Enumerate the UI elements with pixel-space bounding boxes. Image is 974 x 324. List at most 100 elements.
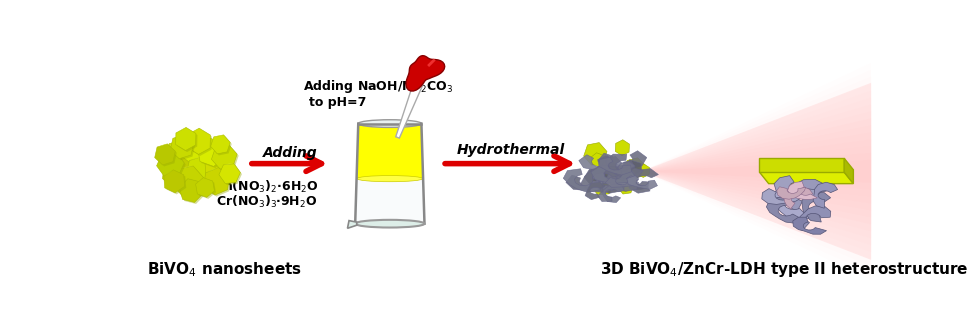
Polygon shape: [204, 168, 229, 195]
Polygon shape: [629, 169, 658, 193]
Polygon shape: [170, 135, 194, 159]
Polygon shape: [585, 182, 605, 200]
Polygon shape: [395, 69, 428, 138]
Polygon shape: [642, 146, 871, 197]
Polygon shape: [181, 180, 205, 204]
Polygon shape: [844, 158, 853, 184]
Polygon shape: [197, 179, 216, 199]
Polygon shape: [616, 162, 635, 181]
Text: Adding: Adding: [262, 146, 318, 160]
Polygon shape: [793, 217, 827, 234]
Polygon shape: [155, 144, 175, 165]
Polygon shape: [219, 164, 241, 183]
Polygon shape: [158, 153, 186, 179]
Polygon shape: [788, 181, 817, 199]
Polygon shape: [206, 169, 231, 197]
Polygon shape: [598, 156, 635, 172]
Polygon shape: [624, 158, 646, 179]
Polygon shape: [189, 155, 207, 161]
Polygon shape: [172, 166, 204, 197]
Polygon shape: [802, 191, 831, 222]
Polygon shape: [212, 136, 232, 156]
Polygon shape: [642, 83, 871, 260]
Polygon shape: [163, 152, 176, 153]
Polygon shape: [772, 186, 809, 220]
Polygon shape: [618, 179, 634, 194]
Polygon shape: [183, 135, 201, 137]
Polygon shape: [767, 197, 805, 223]
Polygon shape: [156, 145, 177, 167]
Polygon shape: [198, 138, 225, 167]
Polygon shape: [157, 152, 184, 177]
Polygon shape: [187, 128, 210, 154]
Polygon shape: [591, 166, 635, 183]
Polygon shape: [762, 189, 804, 204]
Polygon shape: [356, 123, 423, 179]
Polygon shape: [813, 182, 838, 208]
Polygon shape: [223, 164, 234, 165]
Polygon shape: [584, 168, 626, 193]
Polygon shape: [205, 155, 233, 185]
Text: Hydrothermal: Hydrothermal: [457, 143, 565, 157]
Polygon shape: [563, 169, 603, 192]
Polygon shape: [606, 171, 639, 191]
Text: 3D BiVO$_4$/ZnCr-LDH type II heterostructure: 3D BiVO$_4$/ZnCr-LDH type II heterostruc…: [600, 260, 968, 279]
Ellipse shape: [356, 220, 425, 227]
Polygon shape: [602, 160, 642, 181]
Polygon shape: [348, 221, 356, 228]
Polygon shape: [165, 155, 180, 162]
Polygon shape: [196, 178, 214, 197]
Polygon shape: [192, 142, 209, 152]
Polygon shape: [598, 184, 624, 202]
Polygon shape: [215, 144, 229, 147]
Polygon shape: [617, 172, 636, 192]
Polygon shape: [600, 185, 620, 202]
Polygon shape: [196, 178, 204, 184]
Text: Zn(NO$_3$)$_2$·6H$_2$O: Zn(NO$_3$)$_2$·6H$_2$O: [214, 179, 318, 195]
Polygon shape: [776, 187, 805, 199]
Polygon shape: [179, 179, 188, 188]
Polygon shape: [164, 141, 206, 182]
Polygon shape: [177, 129, 198, 152]
Polygon shape: [786, 179, 826, 211]
Polygon shape: [591, 174, 614, 195]
Polygon shape: [176, 127, 186, 133]
Polygon shape: [199, 139, 227, 168]
Polygon shape: [189, 130, 212, 156]
Polygon shape: [642, 139, 871, 204]
Polygon shape: [599, 157, 631, 175]
Text: Adding NaOH/Na$_2$CO$_3$: Adding NaOH/Na$_2$CO$_3$: [303, 78, 453, 95]
Polygon shape: [163, 139, 205, 180]
Ellipse shape: [358, 120, 422, 127]
Polygon shape: [164, 157, 195, 191]
Polygon shape: [220, 165, 242, 185]
Polygon shape: [187, 156, 223, 194]
Polygon shape: [214, 135, 224, 137]
Polygon shape: [642, 160, 871, 183]
Polygon shape: [581, 165, 623, 192]
Polygon shape: [797, 206, 831, 230]
Polygon shape: [166, 171, 186, 194]
Polygon shape: [606, 154, 643, 179]
Polygon shape: [198, 138, 208, 147]
Polygon shape: [213, 146, 239, 171]
Polygon shape: [606, 176, 638, 187]
Polygon shape: [579, 155, 621, 170]
Polygon shape: [185, 155, 222, 192]
Polygon shape: [177, 166, 193, 169]
Polygon shape: [566, 173, 612, 191]
Polygon shape: [188, 128, 200, 134]
Polygon shape: [169, 139, 190, 144]
Polygon shape: [760, 172, 853, 184]
Polygon shape: [164, 170, 185, 193]
Text: Cr(NO$_3$)$_3$·9H$_2$O: Cr(NO$_3$)$_3$·9H$_2$O: [216, 194, 318, 210]
Polygon shape: [591, 153, 604, 167]
Ellipse shape: [356, 176, 423, 182]
Polygon shape: [206, 156, 235, 187]
Polygon shape: [205, 155, 218, 163]
Polygon shape: [638, 164, 650, 178]
Polygon shape: [211, 144, 237, 169]
Polygon shape: [206, 168, 218, 173]
Polygon shape: [642, 153, 871, 190]
Polygon shape: [620, 173, 649, 190]
